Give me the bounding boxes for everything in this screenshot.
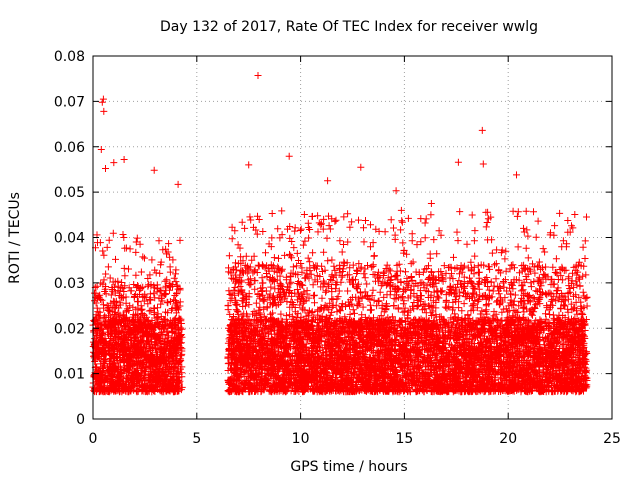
y-tick-label: 0.05 (54, 185, 85, 201)
x-tick-label: 25 (603, 431, 621, 447)
x-tick-label: 20 (499, 431, 517, 447)
y-tick-label: 0.01 (54, 367, 85, 383)
y-tick-label: 0.06 (54, 140, 85, 156)
x-tick-label: 5 (192, 431, 201, 447)
y-tick-label: 0.04 (54, 231, 85, 247)
y-tick-label: 0.03 (54, 276, 85, 292)
ticks: 0 0.01 0.02 0.03 0.04 0.05 0.06 0.07 0.08 0 5 10 15 2… (54, 49, 621, 447)
scatter-markers (89, 72, 591, 396)
chart-title: Day 132 of 2017, Rate Of TEC Index for r… (160, 19, 538, 35)
y-tick-label: 0.02 (54, 321, 85, 337)
x-tick-label: 15 (395, 431, 413, 447)
x-tick-label: 10 (292, 431, 310, 447)
y-axis-label: ROTI / TECUs (7, 192, 23, 284)
y-tick-label: 0.08 (54, 49, 85, 65)
y-tick-label: 0 (76, 412, 85, 428)
data-points (89, 72, 591, 396)
x-axis-label: GPS time / hours (290, 459, 407, 475)
x-tick-label: 0 (89, 431, 98, 447)
y-tick-label: 0.07 (54, 94, 85, 110)
